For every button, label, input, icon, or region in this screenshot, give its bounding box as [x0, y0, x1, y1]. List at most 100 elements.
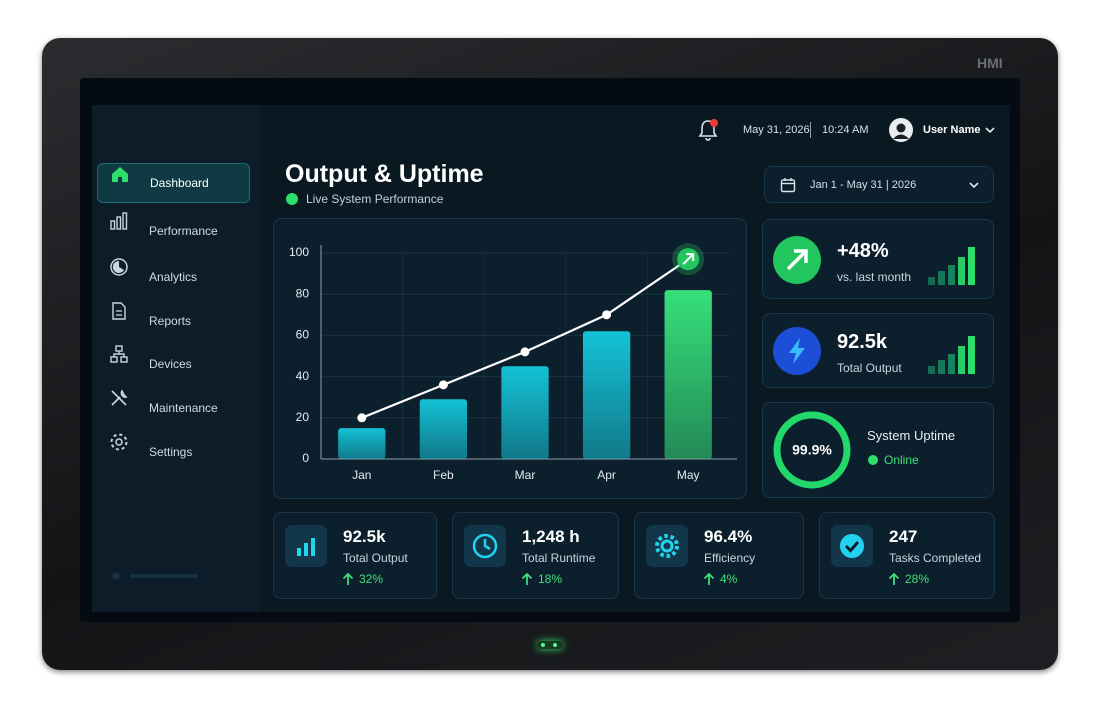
- uptime-value: 99.9%: [792, 442, 832, 458]
- stat-icon: [285, 525, 327, 567]
- device-label: HMI: [977, 55, 1003, 71]
- x-tick-label: Apr: [597, 468, 616, 482]
- kpi-label: Total Output: [837, 361, 902, 375]
- kpi-icon: [773, 327, 821, 375]
- uptime-card: 99.9% System Uptime Online: [762, 402, 994, 498]
- x-tick-label: Jan: [352, 468, 371, 482]
- signal-bar: [938, 360, 945, 374]
- kpi-icon: [773, 236, 821, 284]
- nav-icon: [110, 433, 128, 451]
- bar: [664, 290, 712, 459]
- nav-icon: [110, 345, 128, 363]
- stat-card: 1,248 h Total Runtime 18%: [452, 512, 619, 599]
- chevron: [969, 182, 979, 189]
- bar: [419, 399, 468, 459]
- stat-icon: [831, 525, 873, 567]
- date-range: Jan 1 - May 31 | 2026: [810, 179, 917, 191]
- stat-value: 1,248 h: [522, 527, 580, 546]
- y-tick-label: 80: [296, 286, 310, 300]
- up-arrow: [703, 572, 715, 585]
- up-arrow: [342, 572, 354, 585]
- nav-label[interactable]: Analytics: [149, 270, 198, 284]
- user-chevron[interactable]: [984, 125, 996, 135]
- kpi-card: +48% vs. last month: [762, 219, 994, 299]
- chart: 0 20 40 60 80 100 Jan Feb Mar Apr May: [289, 243, 737, 482]
- stat-icon: [464, 525, 506, 567]
- uptime-status: Online: [884, 453, 919, 467]
- header-time: 10:24 AM: [822, 124, 869, 136]
- line-point: [438, 380, 448, 390]
- kpi-card: 92.5k Total Output: [762, 313, 994, 388]
- x-tick-label: Mar: [515, 468, 536, 482]
- y-tick-label: 20: [296, 410, 310, 424]
- signal-bar: [968, 247, 975, 285]
- stat-change: 32%: [359, 572, 384, 586]
- signal-bar: [928, 366, 935, 374]
- kpi-value: +48%: [837, 240, 889, 262]
- page-subtitle: Live System Performance: [306, 192, 444, 206]
- live-dot: [286, 193, 298, 205]
- nav-label[interactable]: Dashboard: [150, 176, 209, 190]
- stat-label: Tasks Completed: [889, 551, 982, 565]
- signal-bar: [928, 277, 935, 285]
- line-point: [602, 310, 612, 320]
- nav-label[interactable]: Settings: [149, 445, 193, 459]
- up-arrow: [521, 572, 533, 585]
- signal-bar: [958, 346, 965, 374]
- nav-icon: [110, 212, 128, 230]
- stat-card: 96.4% Efficiency 4%: [634, 512, 804, 599]
- nav-icon: [110, 258, 128, 276]
- nav-item[interactable]: Devices: [97, 344, 250, 384]
- signal-bar: [948, 354, 955, 374]
- nav-item[interactable]: Maintenance: [97, 388, 250, 428]
- sidebar-indicator: [112, 572, 120, 580]
- nav-item[interactable]: Analytics: [97, 257, 250, 297]
- stat-value: 96.4%: [704, 527, 753, 546]
- y-tick-label: 0: [302, 451, 309, 465]
- status-dot: [868, 455, 878, 465]
- y-tick-label: 100: [289, 245, 309, 259]
- stat-change: 28%: [905, 572, 930, 586]
- signal-bar: [958, 257, 965, 285]
- uptime-arc: [773, 411, 851, 489]
- stat-icon: [646, 525, 688, 567]
- signal-icon: [928, 336, 975, 374]
- y-tick-label: 60: [296, 328, 310, 342]
- nav-label[interactable]: Devices: [149, 357, 192, 371]
- y-tick-label: 40: [296, 369, 310, 383]
- bar: [582, 331, 631, 459]
- calendar-icon: [780, 178, 796, 193]
- nav-label[interactable]: Performance: [149, 224, 218, 238]
- notification-bell[interactable]: [697, 118, 719, 142]
- signal-bar: [968, 336, 975, 374]
- stat-change: 18%: [538, 572, 563, 586]
- nav-icon: [112, 302, 126, 320]
- signal-bar: [948, 265, 955, 285]
- nav-item[interactable]: Performance: [97, 211, 250, 251]
- signal-bar: [938, 271, 945, 285]
- date-range-picker[interactable]: Jan 1 - May 31 | 2026: [764, 166, 994, 203]
- avatar[interactable]: [889, 118, 913, 142]
- user-name[interactable]: User Name: [923, 124, 981, 136]
- sidebar-indicator-bar: [130, 574, 198, 578]
- page-title: Output & Uptime: [285, 160, 484, 188]
- stat-label: Total Output: [343, 551, 408, 565]
- nav-label[interactable]: Reports: [149, 314, 192, 328]
- nav-item[interactable]: Settings: [97, 432, 250, 472]
- nav-icon: [111, 389, 128, 406]
- nav-label[interactable]: Maintenance: [149, 401, 218, 415]
- line-point: [357, 413, 367, 423]
- kpi-value: 92.5k: [837, 331, 888, 353]
- stat-card: 92.5k Total Output 32%: [273, 512, 437, 599]
- x-tick-label: May: [677, 468, 700, 482]
- signal-icon: [928, 247, 975, 285]
- stat-card: 247 Tasks Completed 28%: [819, 512, 995, 599]
- separator: [810, 122, 811, 138]
- x-tick-label: Feb: [433, 468, 454, 482]
- nav-item[interactable]: Reports: [97, 301, 250, 341]
- stat-change: 4%: [720, 572, 738, 586]
- nav-item[interactable]: Dashboard: [97, 163, 250, 203]
- kpi-label: vs. last month: [837, 270, 912, 284]
